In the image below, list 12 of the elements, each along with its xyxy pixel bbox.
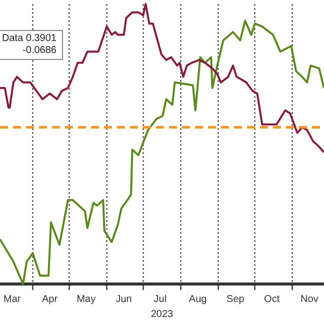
annotation: -0.0686 [22, 45, 56, 57]
x-tick-label: Jun [116, 294, 132, 305]
x-tick-label: Nov [300, 294, 318, 305]
x-tick-label: May [76, 294, 96, 305]
x-tick-label: Oct [264, 294, 280, 305]
annotation: Data 0.3901 [2, 33, 56, 45]
x-tick-label: Aug [188, 294, 207, 305]
x-tick-label: Jul [154, 294, 167, 305]
x-axis-title: 2023 [150, 308, 174, 320]
x-tick-label: Mar [4, 294, 22, 305]
x-tick-label: Apr [42, 294, 58, 305]
x-tick-label: Sep [226, 294, 245, 305]
